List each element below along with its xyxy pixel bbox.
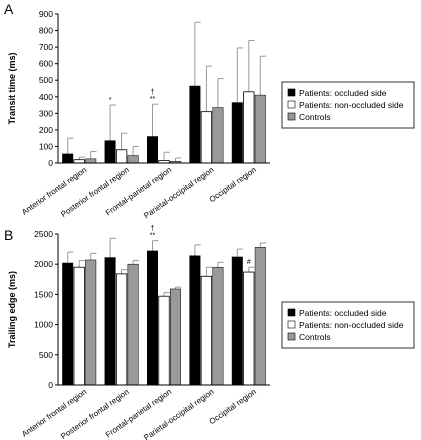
legend-swatch	[287, 100, 296, 109]
y-tick-label: 800	[39, 26, 53, 36]
bar	[200, 275, 213, 386]
bar	[147, 136, 158, 164]
x-category-label: Posterior frontal region	[59, 387, 130, 440]
x-category-label: Parietal-occipital region	[142, 387, 215, 440]
y-tick-label: 1000	[34, 320, 53, 330]
bar	[243, 271, 255, 386]
y-tick-label: 500	[39, 350, 53, 360]
bar	[147, 250, 158, 386]
panel-letter: A	[4, 1, 14, 17]
bar	[231, 256, 243, 386]
x-category-label: Occipital region	[208, 387, 258, 426]
y-tick-label: 2500	[34, 229, 53, 239]
legend-swatch	[287, 320, 296, 329]
y-tick-label: 0	[48, 380, 53, 390]
legend-swatch	[287, 332, 296, 341]
bar	[189, 255, 201, 386]
legend-label: Patients: non-occluded side	[299, 100, 404, 110]
chart-panel-b: B Trailing edge (ms) 0 500 1000 1500 2000 2500 *…	[4, 226, 415, 440]
bar	[254, 247, 266, 386]
y-tick-label: 1500	[34, 289, 53, 299]
significance-mark: **	[150, 96, 156, 103]
legend-label: Patients: occluded side	[299, 88, 387, 98]
significance-mark: †	[151, 89, 155, 96]
significance-mark: #	[247, 259, 251, 266]
chart-panel-a: A Transit time (ms) 0 100 200 300 400 500 600 700…	[4, 1, 415, 220]
panel-letter: B	[4, 227, 13, 243]
legend-swatch	[287, 308, 296, 317]
bar	[189, 85, 201, 164]
legend-swatch	[287, 112, 296, 121]
bar	[158, 295, 170, 386]
y-tick-label: 400	[39, 92, 53, 102]
y-tick-label: 500	[39, 75, 53, 85]
bar	[104, 257, 116, 386]
legend: Patients: occluded side Patients: non-occ…	[281, 81, 415, 129]
legend-label: Patients: non-occluded side	[299, 320, 404, 330]
bar	[85, 259, 97, 386]
bar	[127, 155, 139, 164]
bar	[62, 153, 74, 164]
bar	[254, 94, 266, 164]
x-category-label: Occipital region	[208, 165, 258, 204]
legend-frame	[281, 81, 415, 129]
y-tick-label: 300	[39, 108, 53, 118]
legend-swatch	[287, 88, 296, 97]
significance-mark: †	[151, 226, 155, 233]
bar	[115, 149, 128, 164]
y-tick-label: 0	[48, 158, 53, 168]
legend-frame	[281, 301, 415, 349]
bar	[170, 288, 181, 386]
bar	[212, 266, 224, 386]
x-category-label: Parietal-occipital region	[142, 165, 215, 220]
y-tick-label: 100	[39, 141, 53, 151]
bar	[200, 111, 213, 164]
legend-label: Controls	[299, 332, 331, 342]
bar	[127, 263, 139, 386]
legend-label: Controls	[299, 112, 331, 122]
bar	[62, 262, 74, 386]
bar	[73, 266, 85, 386]
y-tick-label: 200	[39, 125, 53, 135]
bar	[212, 107, 224, 164]
y-tick-label: 600	[39, 59, 53, 69]
y-tick-label: 2000	[34, 259, 53, 269]
bar	[243, 91, 255, 164]
significance-mark: *	[109, 97, 112, 104]
y-axis-label: Transit time (ms)	[7, 52, 17, 124]
y-axis-label: Trailing edge (ms)	[7, 271, 17, 348]
significance-mark: **	[150, 233, 156, 240]
bar	[231, 102, 243, 164]
bar	[85, 158, 97, 164]
legend: Patients: occluded side Patients: non-occ…	[281, 301, 415, 349]
bar	[115, 273, 128, 386]
y-tick-label: 900	[39, 9, 53, 19]
legend-label: Patients: occluded side	[299, 308, 387, 318]
y-tick-label: 700	[39, 42, 53, 52]
bar	[104, 140, 116, 164]
